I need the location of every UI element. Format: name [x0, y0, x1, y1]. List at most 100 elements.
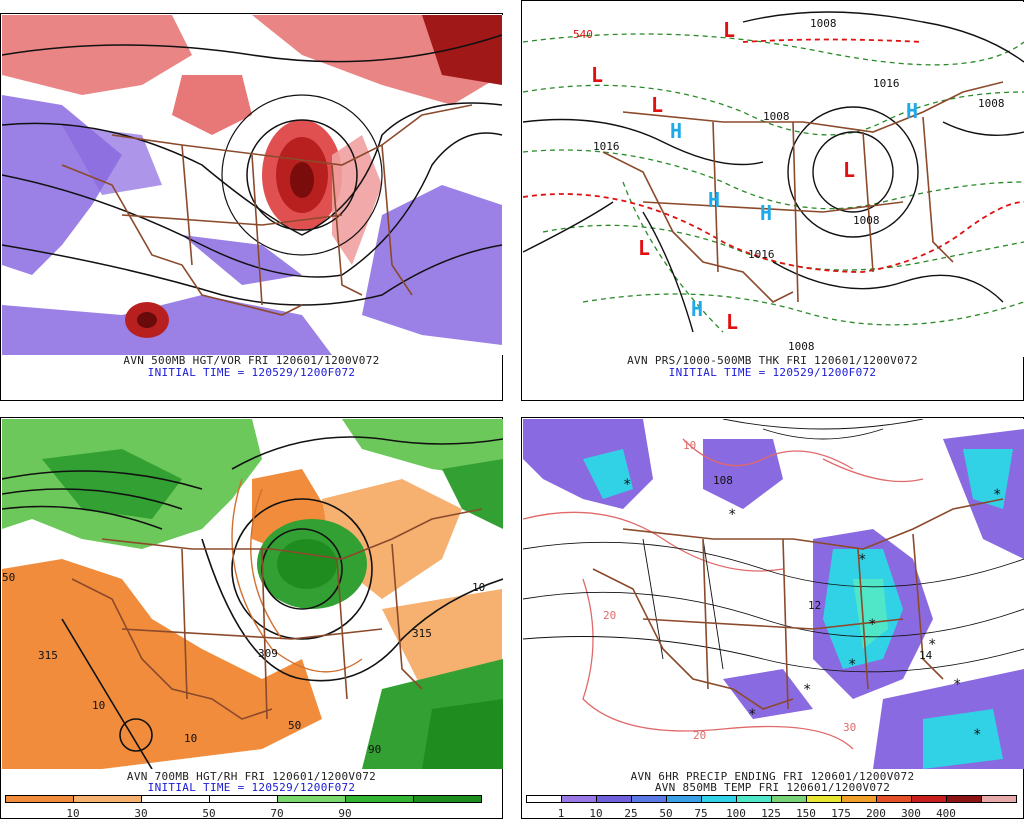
rh-label-50: 50	[2, 571, 15, 584]
rh-colorbar-ticks: 10 30 50 70 90	[5, 807, 481, 820]
svg-text:*: *	[928, 637, 936, 653]
high-symbol-5: H	[906, 99, 918, 123]
low-symbol-3: L	[723, 18, 735, 42]
temp-label-12: 12	[808, 599, 821, 612]
low-symbol-1: L	[591, 63, 603, 87]
colorbar-tick-label: 25	[624, 807, 638, 820]
svg-text:*: *	[953, 677, 961, 693]
rh-colorbar	[5, 795, 482, 803]
caption-line-2: INITIAL TIME = 120529/1200F072	[147, 366, 356, 379]
colorbar-swatch	[141, 795, 210, 803]
colorbar-tick-label: 100	[726, 807, 746, 820]
isobar-label-1008e: 1008	[853, 214, 880, 227]
colorbar-tick-label: 10	[66, 807, 80, 820]
svg-text:*: *	[868, 617, 876, 633]
colorbar-swatch	[73, 795, 142, 803]
svg-text:*: *	[803, 682, 811, 698]
svg-text:*: *	[848, 657, 856, 673]
caption-line-2: AVN 850MB TEMP FRI 120601/1200V072	[654, 781, 891, 794]
isobar-label-1016c: 1016	[748, 248, 775, 261]
height-label-309: 309	[258, 647, 278, 660]
temp-label-10: 10	[683, 439, 696, 452]
colorbar-tick-label: 70	[270, 807, 284, 820]
colorbar-tick-label: 400	[936, 807, 956, 820]
colorbar-swatch	[561, 795, 597, 803]
colorbar-swatch	[345, 795, 414, 803]
pressure-map: L L L L L L H H H H H 540 1008 1016 1008…	[523, 2, 1024, 357]
svg-text:*: *	[748, 707, 756, 723]
colorbar-tick-label: 1	[557, 807, 565, 820]
colorbar-swatch	[666, 795, 702, 803]
colorbar-swatch	[946, 795, 982, 803]
colorbar-tick-label: 90	[338, 807, 352, 820]
colorbar-tick-label: 300	[901, 807, 921, 820]
caption-line-1: AVN 500MB HGT/VOR FRI 120601/1200V072	[123, 354, 380, 367]
svg-text:*: *	[728, 507, 736, 523]
colorbar-swatch	[806, 795, 842, 803]
isobar-label-1016b: 1016	[873, 77, 900, 90]
temp-label-108: 108	[713, 474, 733, 487]
colorbar-swatch	[981, 795, 1017, 803]
colorbar-tick-label: 200	[866, 807, 886, 820]
colorbar-swatch	[841, 795, 877, 803]
colorbar-swatch	[736, 795, 772, 803]
caption-line-2: INITIAL TIME = 120529/1200F072	[668, 366, 877, 379]
panel-700mb-humidity: 315 315 309 50 50 10 10 90 10 AVN 700MB …	[0, 417, 503, 820]
caption-line-1: AVN 6HR PRECIP ENDING FRI 120601/1200V07…	[630, 770, 915, 783]
height-label-315: 315	[38, 649, 58, 662]
colorbar-swatch	[413, 795, 482, 803]
rh-label-90: 90	[368, 743, 381, 756]
colorbar-swatch	[631, 795, 667, 803]
panel-precip-temp: * * * * * * * * * * * 10 20 20 14 12 30 108 AVN…	[521, 417, 1024, 820]
colorbar-swatch	[876, 795, 912, 803]
colorbar-swatch	[209, 795, 278, 803]
colorbar-tick-label: 10	[589, 807, 603, 820]
isobar-label-1008: 1008	[763, 110, 790, 123]
high-symbol-4: H	[691, 297, 703, 321]
low-symbol-2: L	[651, 93, 663, 117]
low-symbol-4: L	[843, 158, 855, 182]
isobar-label-1008c: 1008	[978, 97, 1005, 110]
isobar-label-1008b: 1008	[810, 17, 837, 30]
precip-colorbar-ticks: 1 10 25 50 75 100 125 150 175 200 300 400	[526, 807, 1018, 820]
precip-map: * * * * * * * * * * * 10 20 20 14 12 30 108	[523, 419, 1024, 769]
colorbar-swatch	[277, 795, 346, 803]
colorbar-tick-label: 125	[761, 807, 781, 820]
rh-label-50b: 50	[288, 719, 301, 732]
svg-text:*: *	[623, 477, 631, 493]
caption-line-2: INITIAL TIME = 120529/1200F072	[147, 781, 356, 794]
low-symbol-6: L	[726, 310, 738, 334]
colorbar-tick-label: 50	[202, 807, 216, 820]
high-symbol-2: H	[708, 188, 720, 212]
isobar-label-1016: 1016	[593, 140, 620, 153]
precip-colorbar	[526, 795, 1017, 803]
colorbar-tick-label: 175	[831, 807, 851, 820]
panel-pressure-thickness: L L L L L L H H H H H 540 1008 1016 1008…	[521, 0, 1024, 401]
colorbar-swatch	[5, 795, 74, 803]
vorticity-map	[2, 15, 503, 355]
rh-label-10: 10	[184, 732, 197, 745]
temp-label-30: 30	[843, 721, 856, 734]
colorbar-tick-label: 50	[659, 807, 673, 820]
colorbar-swatch	[771, 795, 807, 803]
colorbar-swatch	[526, 795, 562, 803]
colorbar-swatch	[911, 795, 947, 803]
colorbar-tick-label: 150	[796, 807, 816, 820]
colorbar-swatch	[701, 795, 737, 803]
svg-text:*: *	[993, 487, 1001, 503]
caption-line-1: AVN PRS/1000-500MB THK FRI 120601/1200V0…	[627, 354, 918, 367]
colorbar-tick-label: 75	[694, 807, 708, 820]
high-symbol-1: H	[670, 119, 682, 143]
humidity-map: 315 315 309 50 50 10 10 90 10	[2, 419, 503, 769]
svg-text:*: *	[858, 552, 866, 568]
high-symbol-3: H	[760, 201, 772, 225]
colorbar-swatch	[596, 795, 632, 803]
isobar-label-1008d: 1008	[788, 340, 815, 353]
colorbar-tick-label: 30	[134, 807, 148, 820]
temp-label-14: 14	[919, 649, 933, 662]
panel-500mb-vorticity: AVN 500MB HGT/VOR FRI 120601/1200V072 IN…	[0, 13, 503, 401]
temp-label-20b: 20	[693, 729, 706, 742]
height-label-315b: 315	[412, 627, 432, 640]
temp-label-20: 20	[603, 609, 616, 622]
svg-text:*: *	[973, 727, 981, 743]
